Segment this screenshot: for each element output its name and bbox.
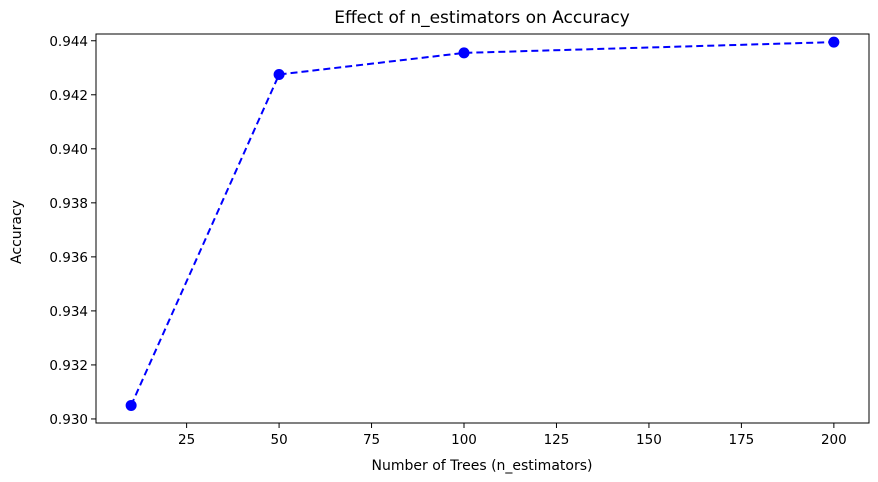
plot-area-frame [95, 33, 870, 424]
data-point-100 [458, 47, 470, 59]
series-line-accuracy [130, 41, 834, 406]
data-point-50 [273, 69, 285, 81]
y-tick-label: 0.932 [49, 358, 88, 374]
data-markers [125, 36, 840, 411]
x-tick-label: 75 [363, 432, 380, 448]
x-tick-label: 100 [451, 432, 477, 448]
data-point-200 [828, 36, 840, 48]
x-tick-label: 25 [178, 432, 195, 448]
data-point-10 [125, 399, 137, 411]
x-tick-label: 150 [636, 432, 662, 448]
y-tick-label: 0.940 [49, 142, 88, 158]
x-tick-label: 50 [270, 432, 287, 448]
y-tick-label: 0.942 [49, 88, 88, 104]
y-tick-label: 0.930 [49, 412, 88, 428]
y-tick-label: 0.934 [49, 304, 88, 320]
x-tick-label: 200 [821, 432, 847, 448]
x-axis-label: Number of Trees (n_estimators) [372, 458, 593, 474]
chart-title: Effect of n_estimators on Accuracy [334, 8, 630, 28]
y-tick-label: 0.938 [49, 196, 88, 212]
y-tick-label: 0.944 [49, 34, 88, 50]
y-tick-label: 0.936 [49, 250, 88, 266]
y-axis-ticks: 0.930 0.932 0.934 0.936 0.938 0.940 0.942 0.944 [49, 34, 96, 428]
x-axis-ticks: 25 50 75 100 125 150 175 200 [178, 423, 847, 448]
x-tick-label: 175 [729, 432, 755, 448]
x-tick-label: 125 [544, 432, 570, 448]
y-axis-label: Accuracy [9, 200, 25, 264]
